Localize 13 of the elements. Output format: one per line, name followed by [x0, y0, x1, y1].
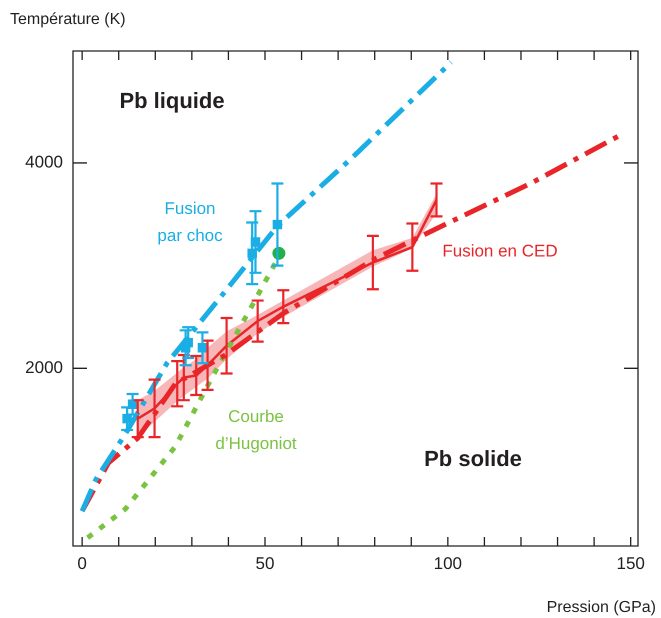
- y-tick-label: 2000: [25, 358, 63, 378]
- x-tick-label: 150: [616, 554, 645, 573]
- series-label: Courbe d’Hugoniot: [215, 407, 297, 454]
- y-axis-title: Température (K): [10, 11, 126, 28]
- annotation: Pb liquide: [119, 88, 225, 114]
- y-tick-label: 4000: [25, 152, 63, 172]
- x-tick-label: 50: [256, 554, 274, 573]
- annotation: Pb solide: [424, 446, 522, 472]
- x-tick-label: 0: [77, 554, 87, 573]
- series-label: Fusion en CED: [442, 242, 558, 261]
- series-label: Fusion par choc: [157, 199, 224, 246]
- x-tick-label: 100: [434, 554, 462, 573]
- x-axis-title: Pression (GPa): [546, 599, 656, 616]
